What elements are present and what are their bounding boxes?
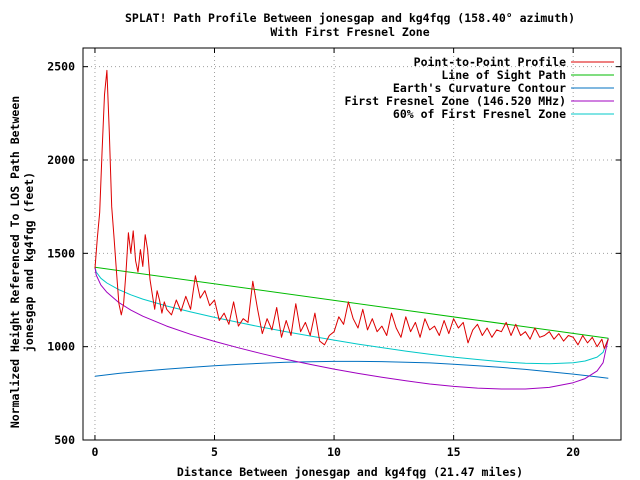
x-tick-label: 5 <box>211 445 218 459</box>
y-axis-label-line1: Normalized Height Referenced To LOS Path… <box>8 96 22 428</box>
chart-title: SPLAT! Path Profile Between jonesgap and… <box>125 11 575 25</box>
series-line-3 <box>94 267 609 390</box>
x-tick-label: 15 <box>447 445 461 459</box>
legend-label: Line of Sight Path <box>441 68 566 82</box>
plot-area <box>94 69 609 390</box>
y-tick-label: 500 <box>54 433 75 447</box>
legend-label: 60% of First Fresnel Zone <box>393 107 566 121</box>
x-axis-label: Distance Between jonesgap and kg4fqg (21… <box>177 465 523 479</box>
y-axis-label-line2: jonesgap and kg4fqg (feet) <box>22 172 36 352</box>
y-tick-label: 1500 <box>47 246 75 260</box>
series-line-4 <box>94 267 609 365</box>
chart-subtitle: With First Fresnel Zone <box>270 25 429 39</box>
legend-label: Point-to-Point Profile <box>414 55 566 69</box>
y-tick-label: 2500 <box>47 60 75 74</box>
x-tick-label: 20 <box>566 445 580 459</box>
series-line-2 <box>94 360 609 379</box>
axis-ticks: 0 5 10 15 20 500 1000 1500 2000 2500 <box>47 48 621 459</box>
legend-label: Earth's Curvature Contour <box>393 81 566 95</box>
x-tick-label: 0 <box>91 445 98 459</box>
series-line-1 <box>94 266 609 339</box>
y-tick-label: 2000 <box>47 153 75 167</box>
plot-border <box>82 47 622 441</box>
x-tick-label: 10 <box>327 445 341 459</box>
series-line-0 <box>94 69 609 349</box>
legend-label: First Fresnel Zone (146.520 MHz) <box>344 94 566 108</box>
y-tick-label: 1000 <box>47 340 75 354</box>
